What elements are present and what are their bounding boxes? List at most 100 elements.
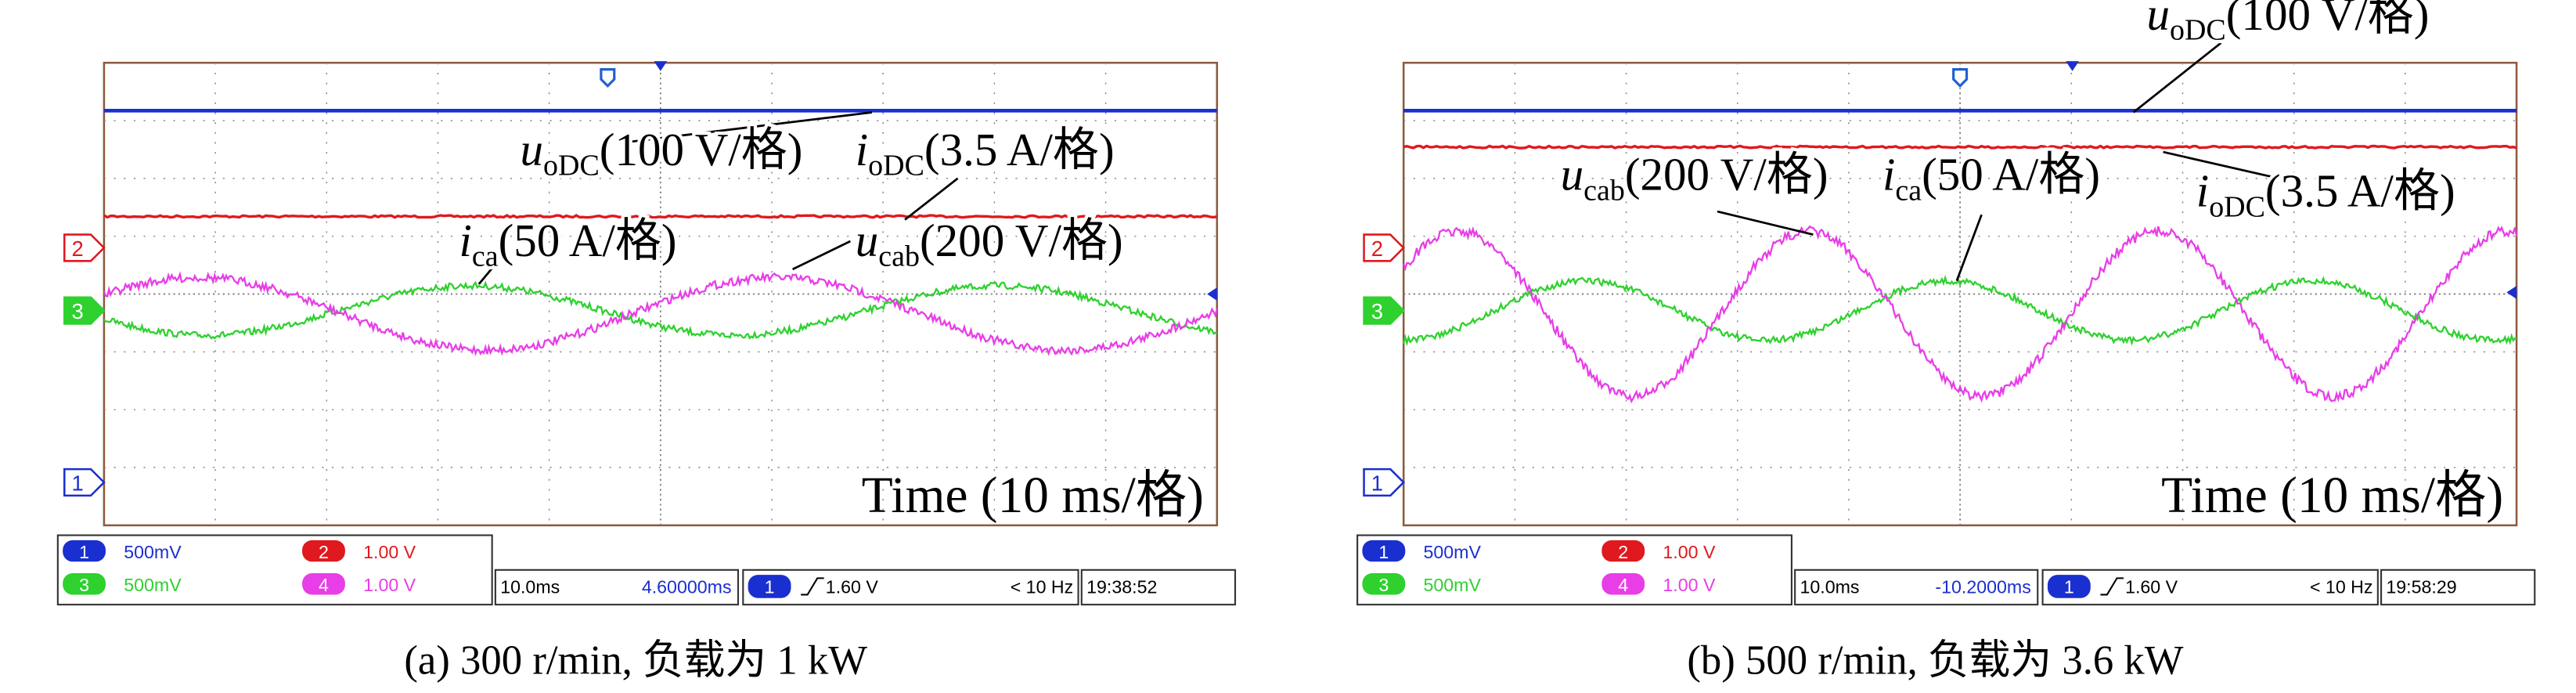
- channel-badge-label: 2: [319, 542, 329, 562]
- channel-badge: [1362, 573, 1406, 595]
- trace-label: uoDC(100 V/格): [2147, 0, 2430, 47]
- timebase: 10.0ms: [1800, 576, 1859, 597]
- channel-badge: [302, 540, 345, 562]
- level-marker: [2506, 285, 2517, 299]
- edge-icon: [2100, 577, 2124, 596]
- trigger-freq: < 10 Hz: [1011, 576, 1074, 597]
- time-label: Time (10 ms/格): [862, 467, 1204, 524]
- channel-scale: 500mV: [124, 575, 182, 595]
- trace-label: ioDC(3.5 A/格): [856, 124, 1115, 182]
- leader-line: [1955, 214, 1983, 282]
- timebase: 10.0ms: [500, 576, 560, 597]
- channel-marker-label: 1: [72, 471, 84, 496]
- channel-badge: [1362, 540, 1406, 562]
- leader-line: [627, 111, 873, 143]
- channel-marker: [63, 467, 106, 497]
- trigger-level: 1.60 V: [2125, 576, 2178, 597]
- trace-idc: [1403, 144, 2517, 150]
- trace-idc: [103, 214, 1218, 219]
- trace-ucab: [103, 271, 1218, 356]
- label-sub: oDC: [868, 150, 924, 182]
- trigger-channel: 1: [2064, 576, 2074, 597]
- label-sub: oDC: [543, 150, 600, 182]
- label-var: u: [1561, 149, 1584, 200]
- status-box: [1356, 534, 1792, 606]
- label-scale: (3.5 A/格): [2265, 165, 2455, 217]
- channel-badge: [748, 575, 791, 598]
- label-var: i: [856, 124, 868, 175]
- channel-badge: [1601, 540, 1645, 562]
- channel-scale: 500mV: [124, 542, 182, 562]
- trigger-marker: [2066, 61, 2080, 71]
- label-sub: cab: [1583, 174, 1625, 207]
- trigger-marker: [654, 61, 668, 71]
- trigger-channel: 1: [765, 576, 775, 597]
- label-var: u: [856, 215, 879, 266]
- label-sub: cab: [878, 240, 920, 273]
- leader-line: [477, 263, 496, 285]
- trigger-marker: [1952, 68, 1969, 88]
- label-scale: (200 V/格): [1625, 149, 1828, 200]
- channel-badge: [302, 573, 345, 595]
- label-var: u: [521, 124, 544, 175]
- channel-badge-label: 3: [79, 575, 89, 595]
- channel-badge-label: 2: [1618, 542, 1628, 562]
- label-scale: (50 A/格): [499, 215, 677, 266]
- trace-label: ioDC(3.5 A/格): [2196, 165, 2455, 224]
- level-marker: [1207, 287, 1217, 301]
- channel-badge: [1601, 573, 1645, 595]
- label-sub: ca: [472, 240, 499, 273]
- channel-scale: 1.00 V: [1663, 542, 1716, 562]
- leader-line: [1717, 210, 1814, 236]
- channel-marker-label: 2: [1371, 236, 1383, 261]
- trigger-level: 1.60 V: [826, 576, 879, 597]
- clock: 19:58:29: [2386, 576, 2456, 597]
- channel-badge-label: 4: [319, 575, 329, 595]
- status-box: [1794, 568, 2039, 606]
- trace-ucab: [1403, 225, 2518, 404]
- trigger-freq: < 10 Hz: [2310, 576, 2373, 597]
- status-box: [494, 568, 740, 606]
- channel-scale: 500mV: [1423, 575, 1481, 595]
- channel-marker: [1363, 233, 1405, 262]
- status-box: [2041, 568, 2379, 606]
- label-scale: (100 V/格): [600, 124, 803, 175]
- channel-marker: [1363, 296, 1405, 325]
- time-label: Time (10 ms/格): [2161, 467, 2503, 524]
- trigger-marker: [600, 68, 616, 88]
- channel-marker-label: 3: [1371, 299, 1383, 323]
- channel-badge-label: 3: [1378, 575, 1389, 595]
- label-var: u: [2147, 0, 2171, 40]
- edge-icon: [801, 577, 824, 596]
- channel-badge-label: 1: [1378, 542, 1389, 562]
- trace-label: ica(50 A/格): [459, 215, 676, 273]
- channel-scale: 500mV: [1423, 542, 1481, 562]
- channel-scale: 1.00 V: [363, 542, 416, 562]
- channel-marker: [63, 233, 106, 262]
- status-box: [56, 534, 493, 606]
- channel-scale: 1.00 V: [363, 575, 416, 595]
- label-scale: (100 V/格): [2226, 0, 2430, 40]
- channel-marker: [63, 296, 106, 325]
- channel-marker-label: 1: [1371, 471, 1383, 496]
- channel-badge-label: 4: [1618, 575, 1628, 595]
- position: 4.60000ms: [642, 576, 732, 597]
- trace-label: uoDC(100 V/格): [521, 124, 803, 182]
- channel-marker-label: 3: [72, 299, 84, 323]
- leader-line: [2132, 42, 2222, 114]
- label-var: i: [2196, 165, 2209, 217]
- status-box: [742, 568, 1079, 606]
- trace-ica: [103, 280, 1218, 340]
- label-sub: ca: [1895, 174, 1922, 207]
- channel-badge: [63, 573, 106, 595]
- channel-scale: 1.00 V: [1663, 575, 1716, 595]
- label-scale: (50 A/格): [1922, 149, 2100, 200]
- label-var: i: [459, 215, 471, 266]
- leader-line: [2163, 150, 2279, 180]
- clock: 19:38:52: [1086, 576, 1157, 597]
- channel-marker-label: 2: [72, 236, 84, 261]
- caption: (b) 500 r/min, 负载为 3.6 kW: [1687, 638, 2183, 684]
- label-scale: (3.5 A/格): [924, 124, 1115, 175]
